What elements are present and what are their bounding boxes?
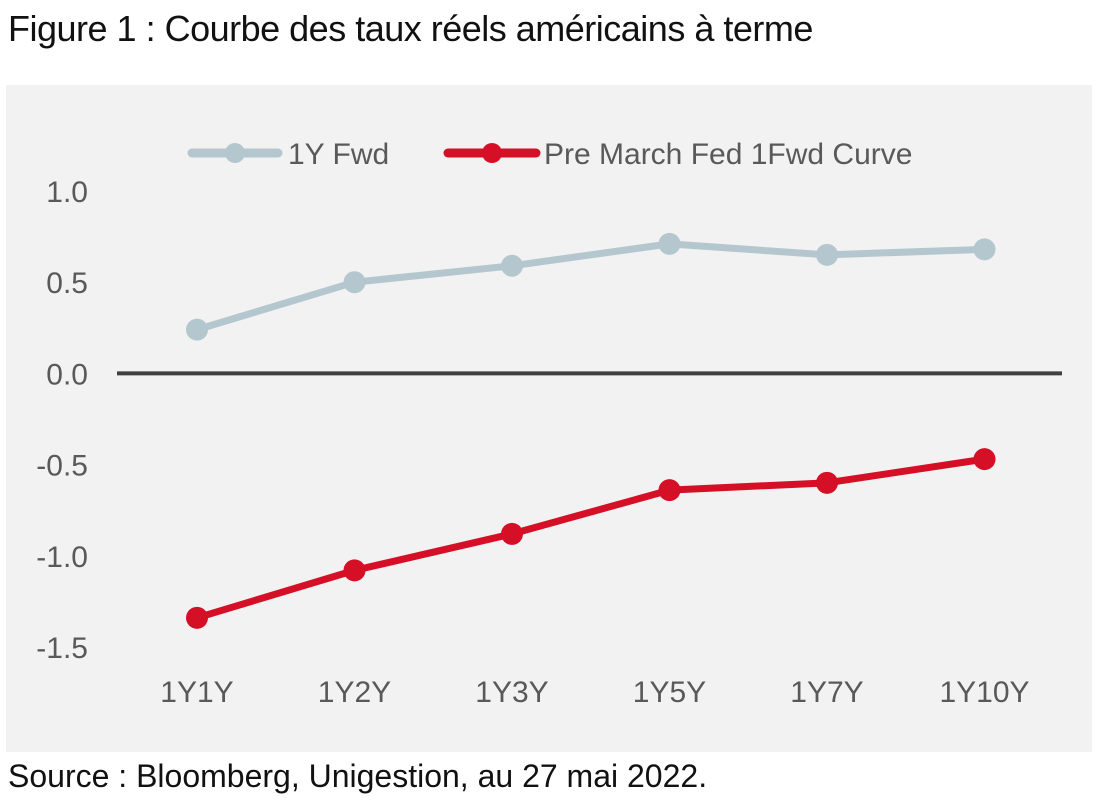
data-point: [501, 522, 523, 545]
chart-area: 1.0 0.5 0.0 -0.5 -1.0 -1.5 1Y1Y 1Y2Y 1Y3Y 1Y5Y 1Y7…: [6, 85, 1092, 752]
line-chart: 1.0 0.5 0.0 -0.5 -1.0 -1.5 1Y1Y 1Y2Y 1Y3Y 1Y5Y 1Y7…: [36, 138, 1062, 709]
legend-label: 1Y Fwd: [288, 138, 389, 171]
x-tick-label: 1Y10Y: [939, 676, 1029, 709]
data-point: [186, 318, 208, 341]
y-tick-label: -1.0: [36, 541, 88, 574]
data-point: [816, 471, 838, 494]
data-point: [658, 479, 681, 502]
y-tick-label: 0.5: [46, 267, 88, 300]
series-line: [193, 240, 988, 334]
data-point: [343, 559, 366, 582]
y-tick-label: -0.5: [36, 450, 88, 483]
data-point: [973, 448, 996, 471]
y-tick-label: 1.0: [46, 176, 88, 209]
series-line: [193, 455, 988, 622]
x-tick-label: 1Y5Y: [633, 676, 706, 709]
figure-title: Figure 1 : Courbe des taux réels américa…: [8, 8, 813, 49]
data-point: [816, 243, 838, 266]
x-tick-label: 1Y7Y: [790, 676, 863, 709]
x-tick-label: 1Y2Y: [318, 676, 391, 709]
y-tick-label: 0.0: [46, 358, 88, 391]
data-point: [501, 254, 523, 277]
y-tick-label: -1.5: [36, 632, 88, 665]
data-point: [973, 238, 996, 261]
x-tick-label: 1Y1Y: [160, 676, 233, 709]
data-point: [658, 232, 681, 255]
data-point: [186, 606, 208, 629]
legend-swatch-marker: [482, 143, 502, 163]
source-note: Source : Bloomberg, Unigestion, au 27 ma…: [8, 758, 708, 794]
x-tick-label: 1Y3Y: [475, 676, 548, 709]
legend-label: Pre March Fed 1Fwd Curve: [544, 138, 912, 171]
data-point: [343, 271, 366, 294]
legend-swatch-marker: [225, 143, 245, 163]
